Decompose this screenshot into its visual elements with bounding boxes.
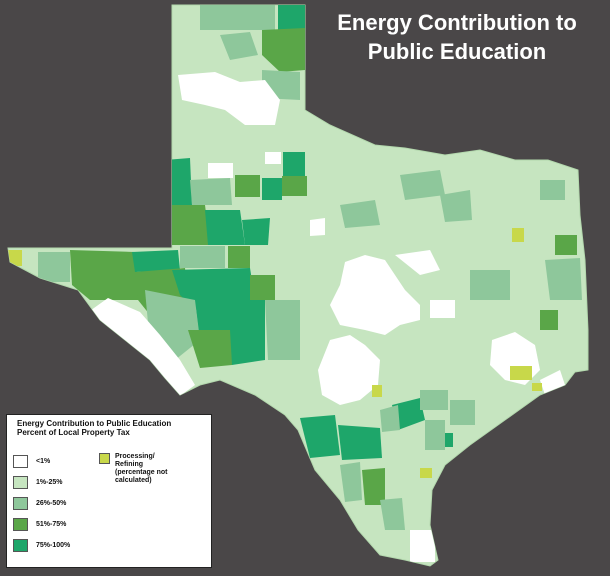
region-high [250, 275, 275, 300]
legend-label: 51%-75% [36, 521, 67, 528]
legend-swatch [13, 455, 28, 468]
region-mid [340, 200, 380, 228]
map-legend: Energy Contribution to Public Education … [6, 414, 212, 568]
region-top [165, 158, 192, 205]
region-processing [510, 366, 532, 380]
region-low [265, 152, 281, 164]
region-mid [420, 390, 448, 410]
legend-swatch [13, 497, 28, 510]
region-low [80, 298, 195, 396]
region-high [70, 250, 140, 300]
legend-item-26-50: 26%-50% [13, 497, 66, 510]
region-low [540, 370, 565, 395]
region-top [242, 218, 270, 245]
region-mid [180, 246, 225, 268]
county-regions [8, 5, 582, 562]
region-low [178, 72, 280, 125]
region-top [205, 210, 245, 245]
legend-swatch [13, 476, 28, 489]
region-mid [265, 300, 300, 360]
legend-swatch [13, 539, 28, 552]
region-mid [380, 405, 400, 432]
legend-swatch [99, 453, 110, 464]
region-top [132, 250, 180, 272]
region-mid [38, 252, 70, 282]
region-top [262, 178, 282, 200]
region-processing [532, 383, 542, 391]
region-low [430, 300, 455, 318]
region-high [555, 235, 577, 255]
region-top [392, 398, 425, 430]
region-low [410, 530, 435, 562]
region-low [395, 250, 440, 275]
legend-label: 75%-100% [36, 542, 71, 549]
legend-title: Energy Contribution to Public Education … [7, 415, 211, 437]
region-mid [470, 270, 510, 300]
region-low [318, 335, 380, 405]
region-high [282, 176, 307, 196]
map-title-line1: Energy Contribution to [337, 10, 577, 35]
region-processing [8, 250, 22, 266]
legend-item-1-25: 1%-25% [13, 476, 62, 489]
region-top [283, 152, 305, 176]
region-processing [372, 385, 382, 397]
region-high [362, 468, 385, 505]
region-mid [545, 258, 582, 300]
region-high [262, 28, 305, 72]
legend-item-processing: Processing/ Refining (percentage not cal… [99, 453, 177, 485]
legend-item-51-75: 51%-75% [13, 518, 66, 531]
legend-item-75-100: 75%-100% [13, 539, 70, 552]
region-mid [200, 5, 275, 30]
region-processing [420, 468, 432, 478]
region-mid [380, 498, 405, 530]
region-mid [220, 32, 258, 60]
region-low [310, 218, 325, 236]
region-high [235, 175, 260, 197]
region-mid [190, 178, 232, 205]
legend-heading-2: Percent of Local Property Tax [17, 428, 130, 437]
region-high [278, 5, 306, 31]
legend-label: 1%-25% [36, 479, 63, 486]
region-mid [440, 190, 472, 222]
map-title: Energy Contribution to Public Education [312, 8, 602, 66]
legend-swatch [13, 518, 28, 531]
region-high [228, 246, 250, 268]
legend-heading-1: Energy Contribution to Public Education [17, 419, 172, 428]
region-high [165, 205, 210, 245]
region-processing [512, 228, 524, 242]
legend-label: Processing/ Refining (percentage not cal… [115, 453, 168, 484]
region-high [540, 310, 558, 330]
region-top [338, 425, 382, 460]
legend-label: <1% [36, 458, 51, 465]
region-mid [450, 400, 475, 425]
map-title-line2: Public Education [367, 39, 547, 64]
region-mid [400, 170, 445, 200]
region-high [188, 330, 232, 368]
region-low [208, 163, 233, 178]
region-low [330, 255, 420, 335]
legend-label: 26%-50% [36, 500, 67, 507]
legend-item-less-than-1: <1% [13, 455, 50, 468]
region-mid [425, 420, 445, 450]
region-mid [540, 180, 565, 200]
region-top [300, 415, 340, 458]
region-mid [340, 462, 362, 502]
